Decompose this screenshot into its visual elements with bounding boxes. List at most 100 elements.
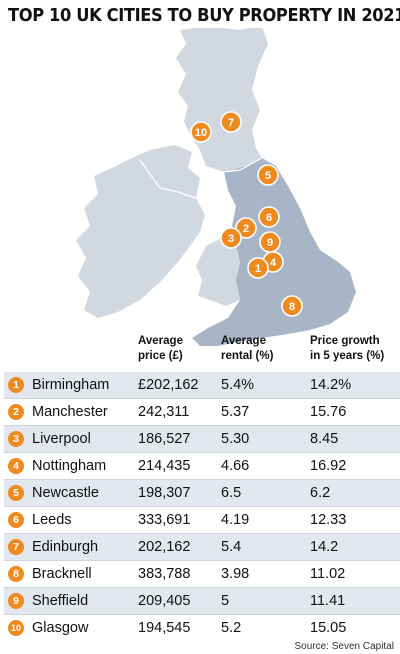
table-row: 7 Edinburgh 202,162 5.4 14.2 xyxy=(4,534,400,560)
average-price: 214,435 xyxy=(138,458,191,474)
table-row: 3 Liverpool 186,527 5.30 8.45 xyxy=(4,426,400,452)
rank-badge: 3 xyxy=(8,431,24,447)
average-price: 198,307 xyxy=(138,485,191,501)
average-rental: 5.4% xyxy=(221,377,255,393)
svg-text:5: 5 xyxy=(265,170,271,182)
average-rental: 5.37 xyxy=(221,404,250,420)
rank-badge: 4 xyxy=(8,458,24,474)
table-header: Average price (£) Average rental (%) Pri… xyxy=(0,334,400,372)
row-divider xyxy=(4,587,400,588)
price-growth: 6.2 xyxy=(310,485,331,501)
wales-landmass xyxy=(196,238,240,306)
header-average-rental: Average rental (%) xyxy=(221,335,274,362)
city-name: Birmingham xyxy=(32,377,110,393)
average-price: 242,311 xyxy=(138,404,190,420)
row-divider xyxy=(4,533,400,534)
average-price: 186,527 xyxy=(138,431,191,447)
city-name: Glasgow xyxy=(32,620,89,636)
table-row: 6 Leeds 333,691 4.19 12.33 xyxy=(4,507,400,533)
uk-map: 10 7 5 6 2 3 9 4 1 8 xyxy=(76,28,356,346)
price-growth: 14.2% xyxy=(310,377,352,393)
average-rental: 5 xyxy=(221,593,230,609)
city-name: Bracknell xyxy=(32,566,92,582)
average-price: 194,545 xyxy=(138,620,191,636)
average-rental: 4.66 xyxy=(221,458,250,474)
map-marker-2: 2 xyxy=(235,217,257,239)
table-row: 5 Newcastle 198,307 6.5 6.2 xyxy=(4,480,400,506)
average-rental: 5.30 xyxy=(221,431,250,447)
rank-badge: 1 xyxy=(8,377,24,393)
average-price: 333,691 xyxy=(138,512,191,528)
svg-text:7: 7 xyxy=(228,117,234,129)
rank-badge: 5 xyxy=(8,485,24,501)
map-marker-7: 7 xyxy=(220,111,242,133)
average-rental: 3.98 xyxy=(221,566,250,582)
row-divider xyxy=(4,398,400,399)
map-marker-1: 1 xyxy=(247,257,269,279)
average-price: 202,162 xyxy=(138,539,191,555)
row-divider xyxy=(4,479,400,480)
scotland-landmass xyxy=(176,28,268,172)
svg-text:4: 4 xyxy=(270,257,277,269)
rank-badge: 9 xyxy=(8,593,24,609)
average-rental: 5.4 xyxy=(221,539,242,555)
city-name: Nottingham xyxy=(32,458,107,474)
svg-text:2: 2 xyxy=(243,223,249,235)
average-rental: 5.2 xyxy=(221,620,242,636)
source-credit: Source: Seven Capital xyxy=(294,641,394,652)
map-marker-9: 9 xyxy=(259,231,281,253)
map-marker-5: 5 xyxy=(257,164,279,186)
rank-badge: 7 xyxy=(8,539,24,555)
table-row: 1 Birmingham £202,162 5.4% 14.2% xyxy=(4,372,400,398)
header-average-price: Average price (£) xyxy=(138,335,183,362)
row-divider xyxy=(4,614,400,615)
city-name: Manchester xyxy=(32,404,108,420)
row-divider xyxy=(4,452,400,453)
rank-badge: 6 xyxy=(8,512,24,528)
row-divider xyxy=(4,560,400,561)
scotland-england-border xyxy=(223,157,263,173)
price-growth: 15.76 xyxy=(310,404,347,420)
table-row: 9 Sheffield 209,405 5 11.41 xyxy=(4,588,400,614)
ireland-landmass xyxy=(76,145,205,318)
city-name: Liverpool xyxy=(32,431,91,447)
table-row: 4 Nottingham 214,435 4.66 16.92 xyxy=(4,453,400,479)
header-price-growth: Price growth in 5 years (%) xyxy=(310,335,385,362)
map-marker-10: 10 xyxy=(190,121,212,143)
map-marker-8: 8 xyxy=(281,295,303,317)
price-growth: 8.45 xyxy=(310,431,339,447)
map-marker-6: 6 xyxy=(258,206,280,228)
rank-badge: 10 xyxy=(8,620,24,636)
average-price: 209,405 xyxy=(138,593,191,609)
svg-text:1: 1 xyxy=(255,263,261,275)
svg-text:10: 10 xyxy=(195,127,207,139)
svg-text:9: 9 xyxy=(267,237,273,249)
table-row: 8 Bracknell 383,788 3.98 11.02 xyxy=(4,561,400,587)
price-growth: 11.02 xyxy=(310,566,346,582)
svg-text:3: 3 xyxy=(228,233,234,245)
svg-text:8: 8 xyxy=(289,301,295,313)
price-growth: 14.2 xyxy=(310,539,339,555)
rank-badge: 2 xyxy=(8,404,24,420)
price-growth: 16.92 xyxy=(310,458,347,474)
northern-ireland-border xyxy=(139,159,197,199)
cities-table: 1 Birmingham £202,162 5.4% 14.2% 2 Manch… xyxy=(4,372,400,641)
city-name: Leeds xyxy=(32,512,72,528)
price-growth: 15.05 xyxy=(310,620,347,636)
rank-badge: 8 xyxy=(8,566,24,582)
average-rental: 4.19 xyxy=(221,512,250,528)
price-growth: 11.41 xyxy=(310,593,346,609)
average-price: £202,162 xyxy=(138,377,199,393)
city-name: Sheffield xyxy=(32,593,89,609)
row-divider xyxy=(4,425,400,426)
average-price: 383,788 xyxy=(138,566,191,582)
city-name: Newcastle xyxy=(32,485,99,501)
map-marker-3: 3 xyxy=(220,227,242,249)
average-rental: 6.5 xyxy=(221,485,242,501)
infographic-title: TOP 10 UK CITIES TO BUY PROPERTY IN 2021 xyxy=(8,6,400,26)
table-row: 10 Glasgow 194,545 5.2 15.05 xyxy=(4,615,400,641)
city-name: Edinburgh xyxy=(32,539,99,555)
row-divider xyxy=(4,506,400,507)
price-growth: 12.33 xyxy=(310,512,347,528)
table-row: 2 Manchester 242,311 5.37 15.76 xyxy=(4,399,400,425)
